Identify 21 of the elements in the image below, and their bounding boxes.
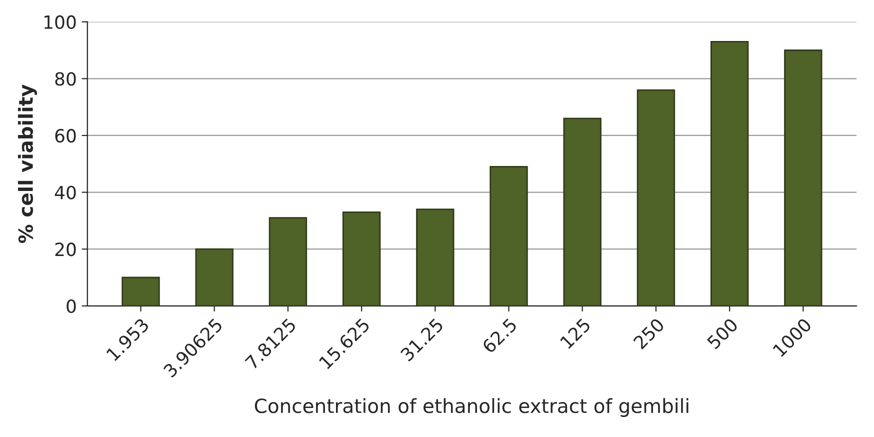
bar [636, 89, 676, 306]
y-tick-label: 40 [54, 186, 76, 200]
y-tick-label: 20 [55, 242, 76, 256]
y-tick-label: 0 [66, 299, 76, 314]
bar [342, 211, 381, 306]
bar [490, 166, 528, 306]
bar [784, 50, 822, 306]
bar [122, 276, 160, 306]
x-tick-label: 125 [560, 318, 592, 350]
bar [416, 208, 454, 306]
bar [563, 118, 602, 306]
x-tick-label: 250 [632, 317, 665, 350]
y-tick-label: 60 [55, 128, 76, 143]
y-tick-label: 80 [55, 72, 76, 86]
x-axis-title: Concentration of ethanolic extract of gembili [254, 398, 688, 417]
bar [195, 248, 234, 306]
x-tick-label: 500 [706, 317, 739, 350]
bar [710, 41, 749, 306]
bar [268, 217, 308, 306]
y-tick-label: 100 [44, 15, 76, 29]
y-axis-title: % cell viability [18, 84, 37, 243]
